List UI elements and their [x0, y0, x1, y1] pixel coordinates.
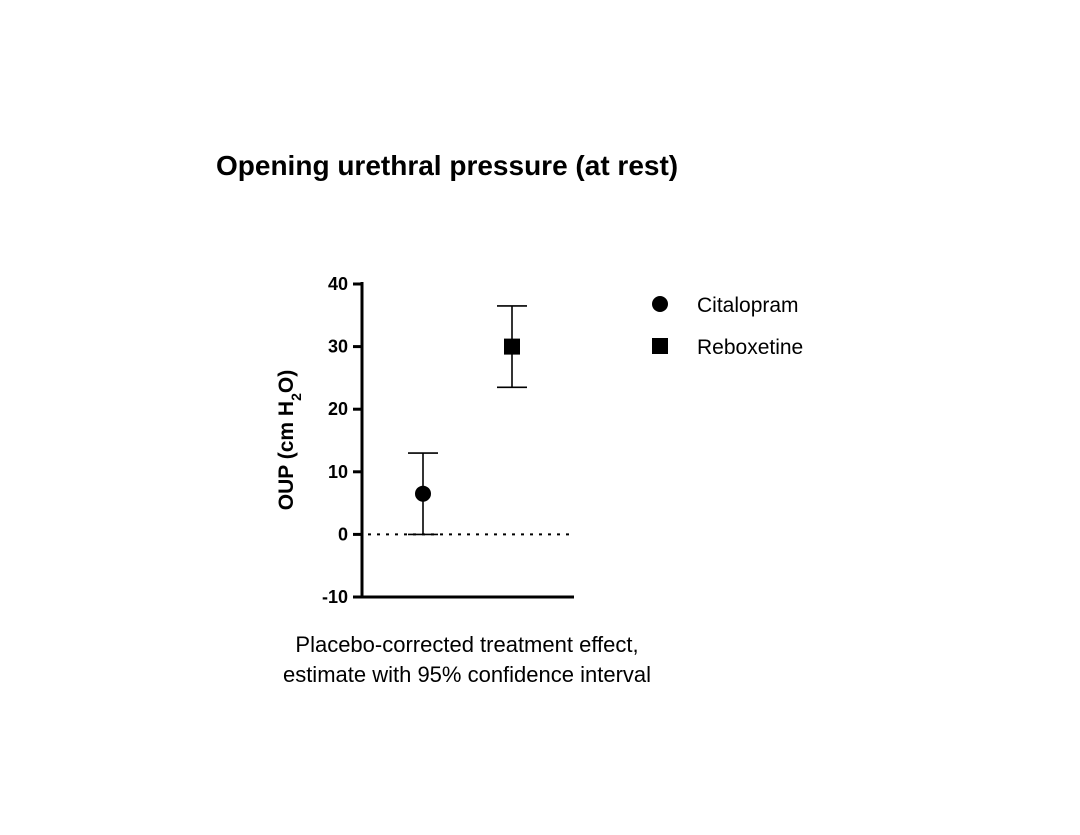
reboxetine-legend-marker — [652, 338, 668, 354]
reboxetine-point — [504, 338, 520, 355]
axes: -10 0 10 20 30 40 — [322, 274, 574, 607]
y-tick-label: 20 — [328, 399, 348, 419]
x-axis-caption-line: estimate with 95% confidence interval — [283, 662, 651, 687]
y-axis-label: OUP (cm H2O) — [275, 370, 304, 510]
x-axis-caption: Placebo-corrected treatment effect, estim… — [283, 632, 651, 687]
y-axis-label-subscript: 2 — [288, 393, 304, 401]
chart-title: Opening urethral pressure (at rest) — [216, 150, 678, 181]
citalopram-point — [415, 485, 431, 502]
y-tick-label: -10 — [322, 587, 348, 607]
y-tick-label: 10 — [328, 462, 348, 482]
y-tick-label: 30 — [328, 337, 348, 357]
citalopram-legend-label: Citalopram — [697, 294, 799, 317]
svg-text:OUP (cm H2O): OUP (cm H2O) — [275, 370, 304, 510]
series-layer — [408, 305, 527, 536]
citalopram-legend-marker — [652, 296, 668, 312]
legend: Citalopram Reboxetine — [652, 294, 803, 359]
y-ticks: -10 0 10 20 30 40 — [322, 274, 362, 607]
x-axis-caption-line: Placebo-corrected treatment effect, — [295, 632, 638, 657]
y-tick-label: 0 — [338, 524, 348, 544]
y-tick-label: 40 — [328, 274, 348, 294]
reboxetine-legend-label: Reboxetine — [697, 336, 803, 359]
